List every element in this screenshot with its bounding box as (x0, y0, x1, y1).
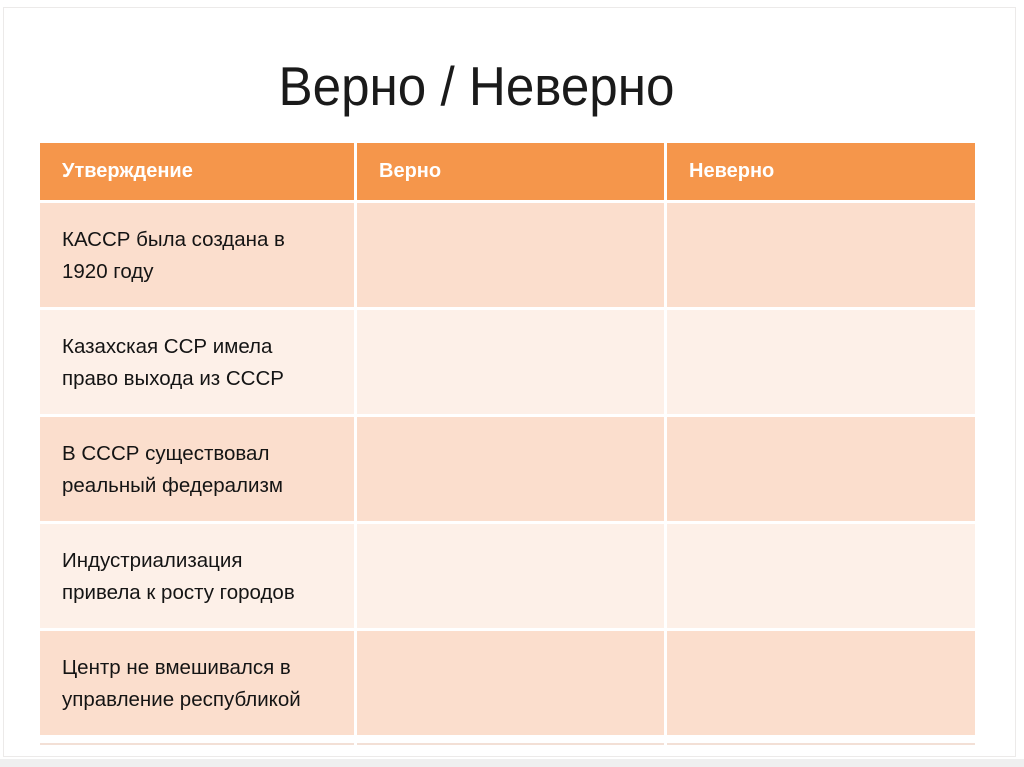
false-answer-cell-row5 (667, 631, 975, 735)
header-cell-statement: Утверждение (40, 143, 354, 200)
slide-frame: Верно / Неверно Утверждение Верно Неверн… (3, 7, 1016, 757)
slide-title: Верно / Неверно (278, 55, 675, 117)
false-answer-cell-row4 (667, 524, 975, 628)
table-bottom-shadow (40, 743, 975, 745)
statement-cell-row2: Казахская ССР имела право выхода из СССР (40, 310, 354, 414)
false-answer-cell-row2 (667, 310, 975, 414)
true-false-table: Утверждение Верно Неверно КАССР была соз… (40, 143, 975, 735)
true-answer-cell-row4 (357, 524, 664, 628)
false-answer-cell-row1 (667, 203, 975, 307)
header-cell-false: Неверно (667, 143, 975, 200)
statement-cell-row3: В СССР существовал реальный федерализм (40, 417, 354, 521)
statement-cell-row4: Индустриализация привела к росту городов (40, 524, 354, 628)
viewport-bottom-band (0, 759, 1024, 767)
statement-cell-row5: Центр не вмешивался в управление республ… (40, 631, 354, 735)
table-bottom-shadow-segment (357, 743, 664, 745)
statement-cell-row1: КАССР была создана в 1920 году (40, 203, 354, 307)
true-answer-cell-row2 (357, 310, 664, 414)
table-bottom-shadow-segment (40, 743, 354, 745)
true-answer-cell-row1 (357, 203, 664, 307)
table-bottom-shadow-segment (667, 743, 975, 745)
false-answer-cell-row3 (667, 417, 975, 521)
true-answer-cell-row3 (357, 417, 664, 521)
header-cell-true: Верно (357, 143, 664, 200)
true-answer-cell-row5 (357, 631, 664, 735)
